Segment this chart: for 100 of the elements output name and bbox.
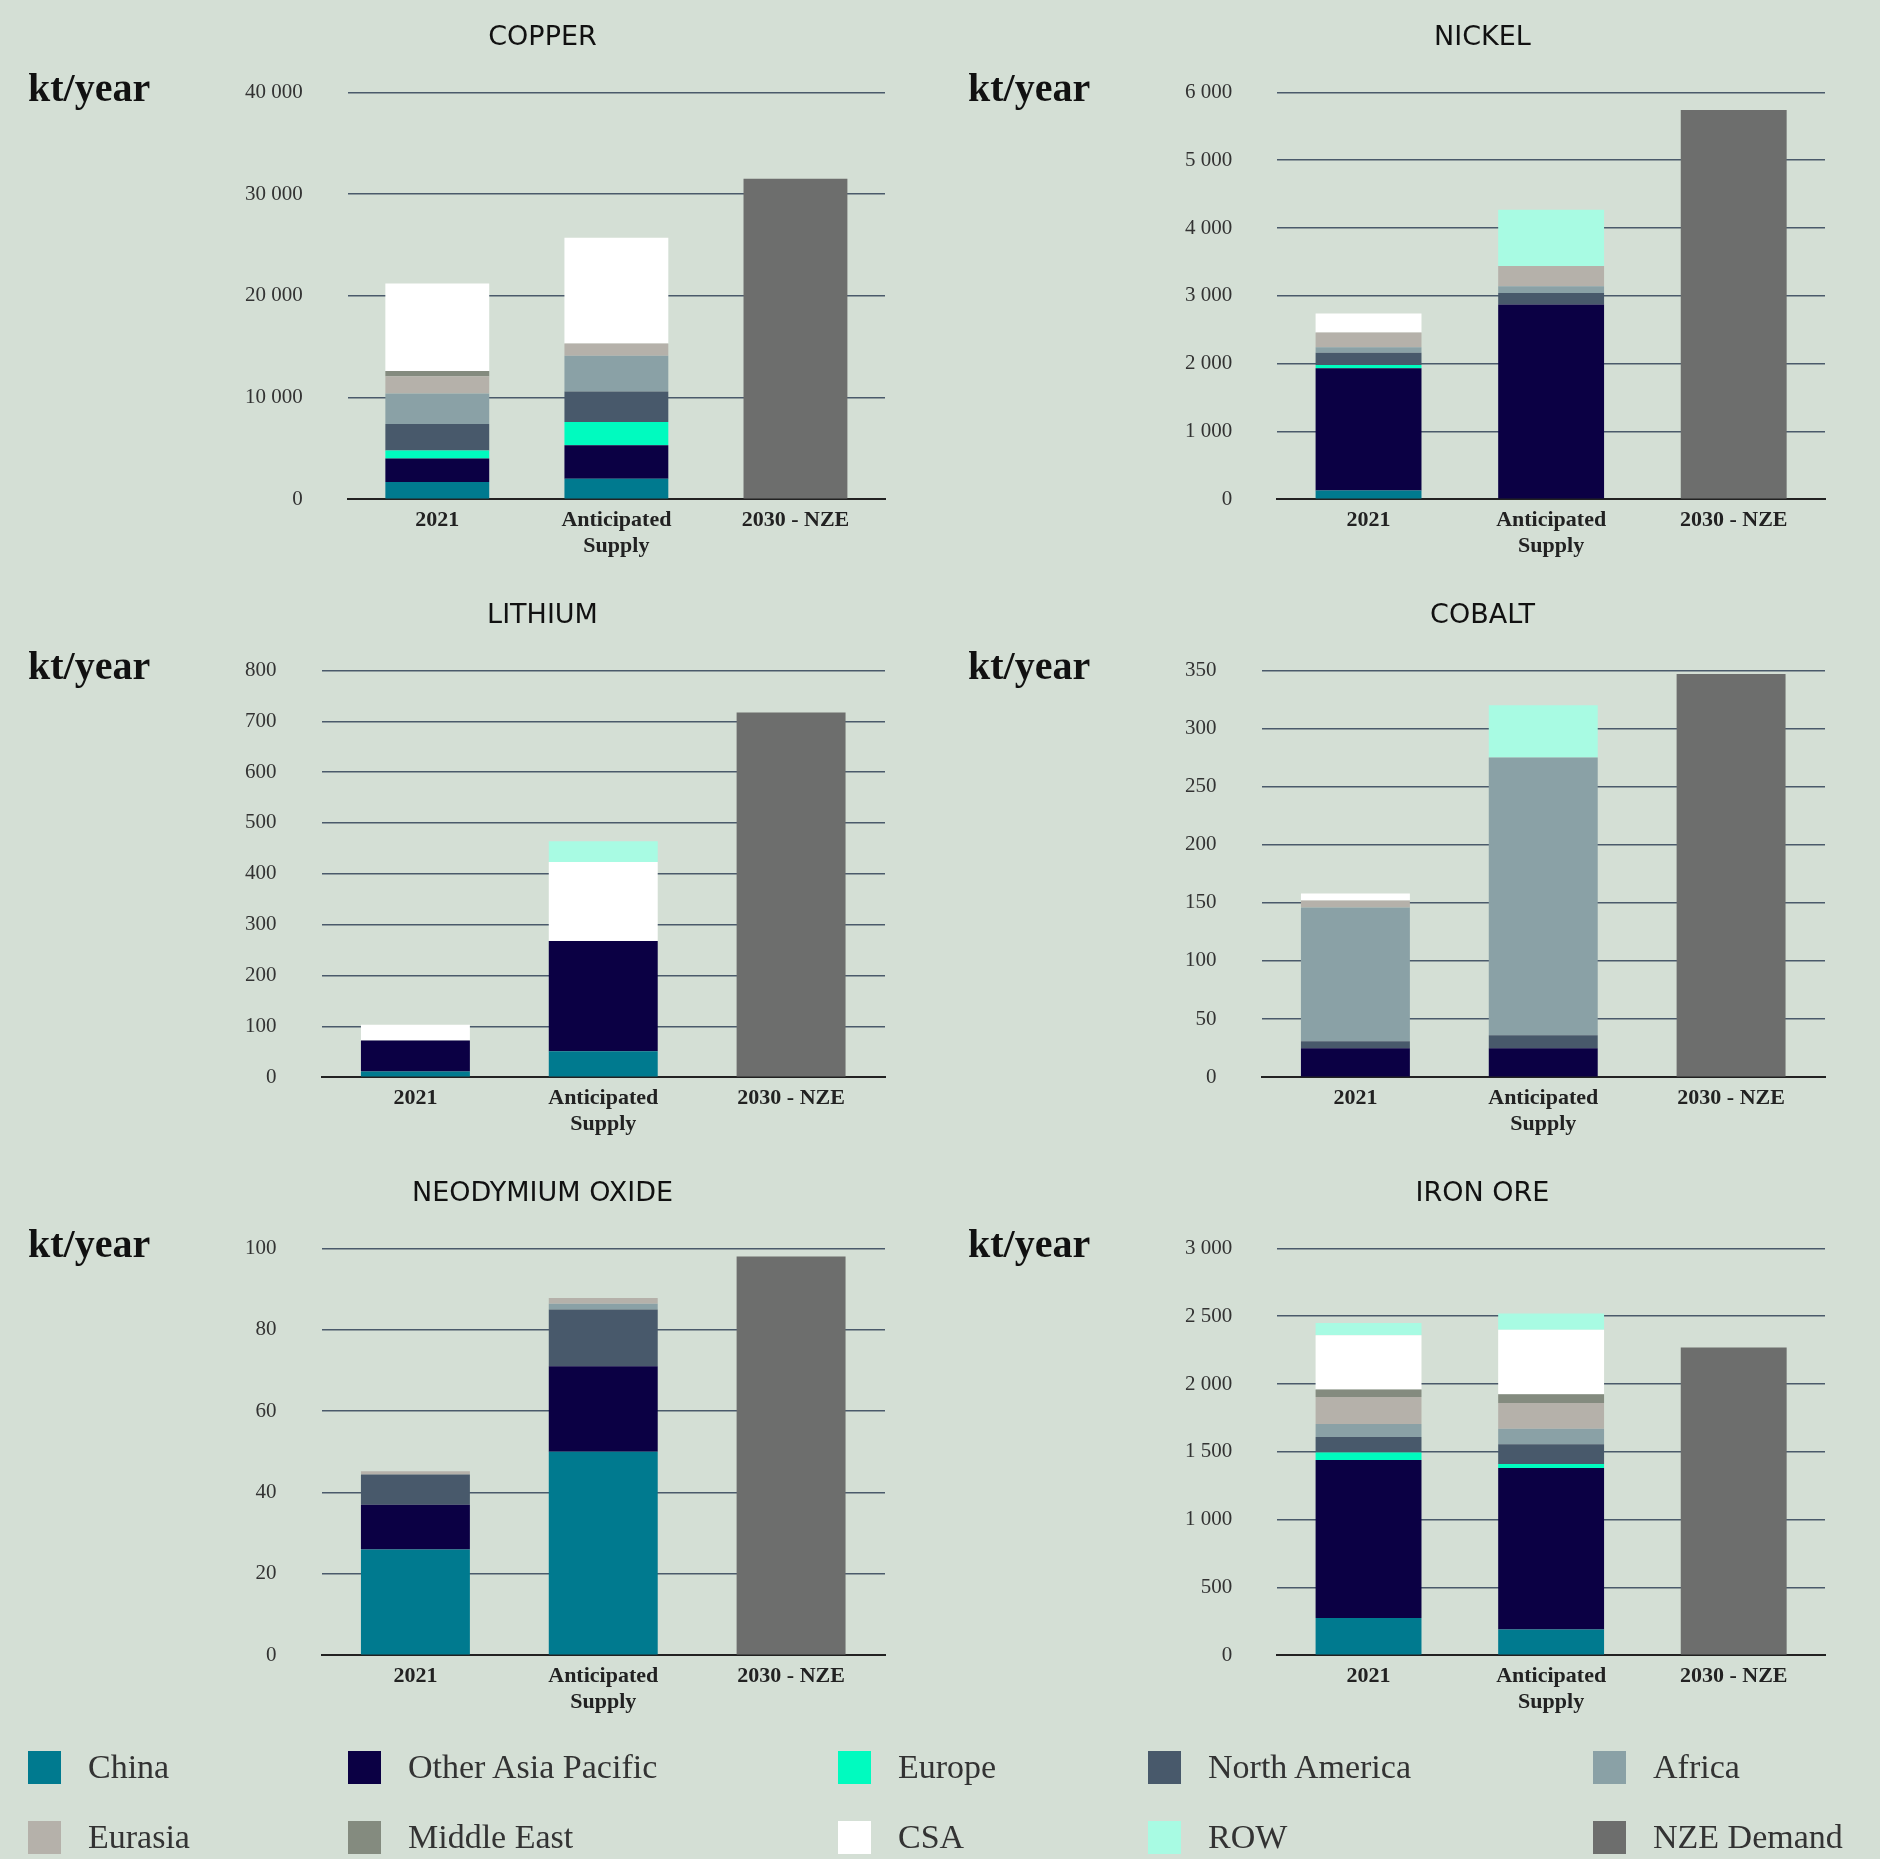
y-tick-label: 1 000 — [1185, 417, 1233, 442]
y-tick-label: 0 — [266, 1063, 277, 1088]
bar — [360, 1504, 470, 1550]
bar — [1315, 332, 1422, 348]
bar — [548, 1051, 658, 1077]
bar — [1498, 1402, 1605, 1429]
y-tick-label: 6 000 — [1185, 78, 1233, 103]
bar — [1676, 673, 1786, 1077]
bar — [564, 478, 669, 499]
x-tick-label: Anticipated Supply — [548, 1662, 659, 1714]
bar — [548, 1366, 658, 1452]
bar — [564, 343, 669, 356]
bar — [1498, 209, 1605, 266]
y-tick-label: 0 — [266, 1641, 277, 1666]
y-tick-label: 200 — [1185, 831, 1217, 856]
y-tick-label: 20 000 — [245, 282, 303, 307]
y-tick-label: 10 000 — [245, 384, 303, 409]
chart-title: NEODYMIUM OXIDE — [411, 1176, 674, 1208]
bar — [548, 1451, 658, 1655]
y-tick-label: 60 — [255, 1397, 277, 1422]
x-tick-label: 2030 - NZE — [1679, 1662, 1788, 1688]
legend-label: ROW — [1208, 1818, 1288, 1856]
bar — [1488, 1035, 1598, 1049]
bar — [385, 423, 490, 451]
x-tick-label: 2030 - NZE — [1677, 1084, 1785, 1110]
y-tick-label: 700 — [245, 707, 277, 732]
y-axis-title: kt/year — [968, 642, 1091, 689]
bar — [1315, 490, 1422, 499]
bar — [1498, 1394, 1605, 1403]
y-axis-title: kt/year — [968, 1220, 1091, 1267]
y-tick-label: 350 — [1185, 656, 1217, 681]
bar — [1680, 1347, 1787, 1655]
legend-label: Africa — [1653, 1748, 1740, 1786]
y-tick-label: 80 — [255, 1316, 277, 1341]
bar — [1315, 1459, 1422, 1618]
chart-title: IRON ORE — [1415, 1176, 1550, 1208]
bar — [385, 481, 490, 499]
bar — [360, 1024, 470, 1041]
bar — [385, 283, 490, 372]
y-tick-label: 300 — [1185, 715, 1217, 740]
bar — [1300, 907, 1410, 1042]
y-tick-label: 0 — [1221, 1641, 1233, 1666]
bar — [1488, 1048, 1598, 1077]
y-tick-label: 100 — [245, 1012, 277, 1037]
x-tick-label: 2030 - NZE — [741, 506, 850, 532]
y-tick-label: 2 000 — [1185, 1370, 1233, 1395]
y-axis-title: kt/year — [28, 64, 151, 111]
bar — [1300, 893, 1410, 901]
bar — [1315, 1335, 1422, 1390]
bar — [1315, 368, 1422, 491]
legend-label: Eurasia — [88, 1818, 190, 1856]
x-tick-label: Anticipated Supply — [548, 1084, 659, 1136]
y-tick-label: 100 — [245, 1234, 277, 1259]
bar — [385, 458, 490, 482]
x-tick-label: Anticipated Supply — [1488, 1084, 1599, 1136]
bar — [1498, 1629, 1605, 1655]
y-tick-label: 0 — [292, 485, 303, 510]
y-tick-label: 600 — [245, 758, 277, 783]
x-tick-label: Anticipated Supply — [1496, 506, 1607, 558]
bar — [1315, 1396, 1422, 1424]
bar — [1315, 1389, 1422, 1397]
legend-label: CSA — [898, 1818, 965, 1856]
y-tick-label: 0 — [1221, 485, 1233, 510]
bar — [1680, 110, 1787, 499]
chart-title: NICKEL — [1434, 20, 1531, 52]
bar — [1315, 1617, 1422, 1655]
bar — [360, 1549, 470, 1655]
bar — [1315, 347, 1422, 353]
x-tick-label: 2030 - NZE — [737, 1662, 845, 1688]
bar — [1488, 757, 1598, 1036]
x-tick-label: 2021 — [393, 1662, 438, 1688]
bar — [1300, 900, 1410, 908]
x-tick-label: 2021 — [415, 506, 460, 532]
y-tick-label: 40 — [255, 1479, 277, 1503]
bar — [1498, 1313, 1605, 1330]
y-tick-label: 250 — [1185, 773, 1217, 798]
y-tick-label: 2 500 — [1185, 1302, 1233, 1327]
x-tick-label: Anticipated Supply — [1496, 1662, 1607, 1714]
x-tick-label: 2021 — [1346, 506, 1391, 532]
bar — [1315, 1452, 1422, 1460]
bar — [385, 371, 490, 377]
y-tick-label: 30 000 — [245, 180, 303, 205]
legend-label: NZE Demand — [1653, 1818, 1843, 1856]
bar — [1315, 1322, 1422, 1336]
bar — [736, 1256, 846, 1655]
bar — [360, 1040, 470, 1072]
bar — [1315, 1424, 1422, 1437]
y-tick-label: 800 — [245, 656, 277, 681]
y-tick-label: 3 000 — [1185, 282, 1233, 307]
y-tick-label: 1 000 — [1185, 1506, 1233, 1531]
legend-label: Other Asia Pacific — [408, 1748, 658, 1786]
bar — [548, 841, 658, 863]
x-tick-label: 2021 — [1346, 1662, 1391, 1688]
bar — [1498, 265, 1605, 287]
y-tick-label: 3 000 — [1185, 1234, 1233, 1259]
y-tick-label: 300 — [245, 911, 277, 936]
bar — [548, 1298, 658, 1304]
y-tick-label: 4 000 — [1185, 214, 1233, 239]
bar — [1498, 286, 1605, 294]
bar — [564, 237, 669, 344]
